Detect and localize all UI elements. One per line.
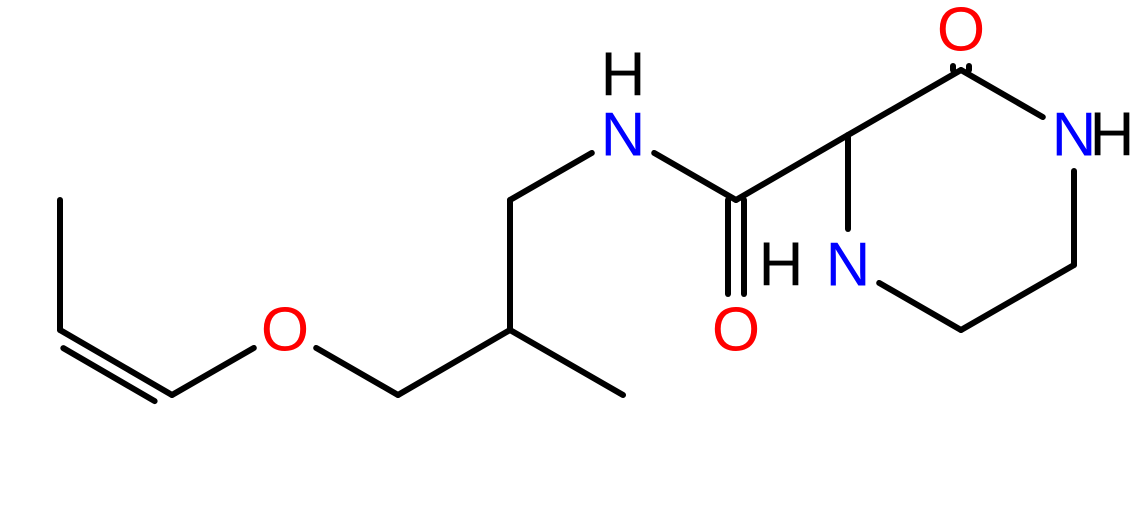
atom-label-o2: O (712, 296, 760, 365)
atom-label-o1: O (261, 296, 309, 365)
atom-label-o3: O (937, 0, 985, 65)
atom-label-n2: N (826, 231, 871, 300)
atom-label-h2: H (759, 231, 804, 300)
atom-label-h1: H (601, 41, 646, 110)
atom-label-n1: N (601, 101, 646, 170)
atom-label-h3: H (1090, 101, 1135, 170)
molecule-diagram: ONHONHONH (0, 0, 1147, 511)
